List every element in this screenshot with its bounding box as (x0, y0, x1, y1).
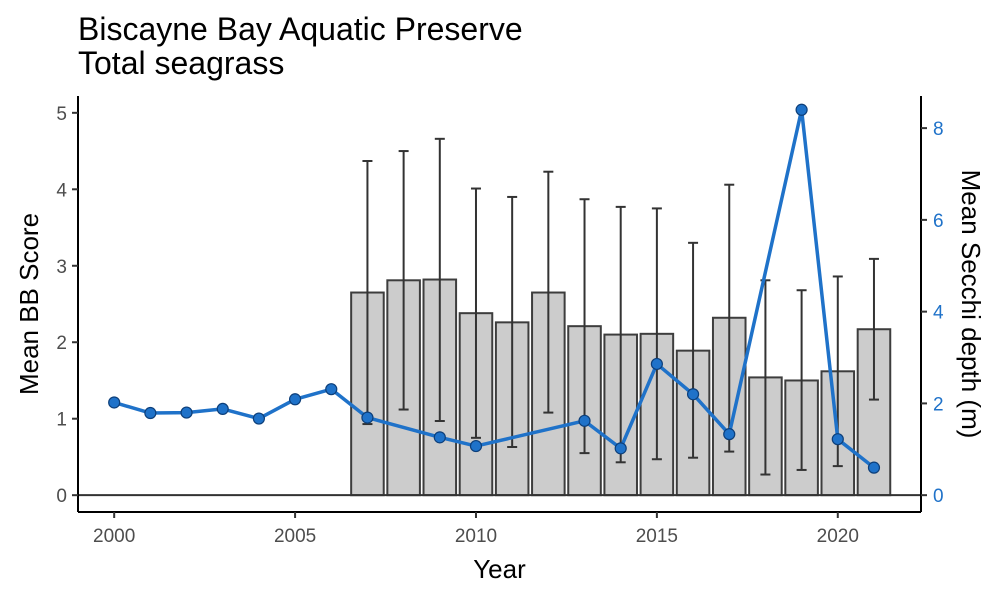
axes-layer: 0 1 2 3 4 5 0 2 4 6 8 2000 2005 2010 2015 2020 (56, 96, 944, 547)
error-bar-2017 (724, 183, 735, 453)
secchi-point-2003 (216, 402, 229, 416)
secchi-point-2016 (686, 388, 700, 401)
secchi-point-2013 (578, 414, 591, 427)
error-bars-layer (362, 137, 879, 476)
error-bar-2009 (434, 137, 445, 422)
secchi-point-2017 (723, 428, 736, 441)
error-bar-2011 (507, 195, 518, 448)
x-tick-label: 2010 (455, 526, 497, 547)
error-bar-2010 (470, 187, 481, 439)
y-tick-label: 2 (56, 333, 67, 354)
secchi-point-2002 (180, 406, 193, 419)
secchi-point-2009 (433, 431, 446, 444)
secchi-point-2010 (469, 439, 483, 453)
error-bar-2021 (868, 257, 879, 401)
secchi-point-2001 (144, 406, 157, 420)
error-bar-2007 (362, 160, 373, 426)
secchi-point-2006 (325, 383, 338, 396)
y-tick-label: 5 (56, 104, 67, 125)
chart-subtitle: Total seagrass (78, 45, 285, 81)
error-bar-2008 (398, 150, 409, 411)
error-bar-2016 (688, 241, 699, 459)
y-tick-label: 0 (56, 486, 67, 507)
y2-tick-label: 6 (933, 211, 944, 232)
error-bar-2014 (615, 205, 626, 464)
x-tick-label: 2000 (93, 526, 135, 547)
chart-title: Biscayne Bay Aquatic Preserve (78, 11, 523, 47)
y2-tick-label: 4 (933, 303, 944, 324)
secchi-point-2019 (795, 103, 808, 116)
y2-axis-title: Mean Secchi depth (m) (956, 170, 986, 439)
secchi-point-2000 (108, 396, 121, 409)
y-axis-title: Mean BB Score (14, 213, 44, 395)
secchi-point-2021 (867, 461, 881, 474)
secchi-point-2004 (252, 412, 266, 425)
secchi-point-2007 (361, 411, 374, 424)
secchi-point-2015 (650, 357, 663, 371)
y-tick-label: 3 (56, 257, 67, 278)
x-tick-label: 2015 (636, 526, 678, 547)
error-bar-2012 (543, 170, 554, 414)
error-bar-2013 (579, 198, 590, 455)
x-tick-label: 2005 (274, 526, 316, 547)
secchi-point-2005 (288, 393, 302, 406)
secchi-points-layer (108, 103, 881, 474)
y2-tick-label: 8 (933, 119, 944, 140)
x-tick-label: 2020 (817, 526, 859, 547)
secchi-point-2020 (831, 433, 844, 446)
secchi-point-2014 (614, 442, 627, 455)
error-bar-2019 (796, 289, 807, 471)
y-tick-label: 1 (56, 410, 67, 431)
x-axis-title: Year (473, 554, 526, 584)
error-bar-2015 (651, 207, 662, 461)
y-tick-label: 4 (56, 180, 67, 201)
y2-tick-label: 2 (933, 394, 944, 415)
y2-tick-label: 0 (933, 486, 944, 507)
